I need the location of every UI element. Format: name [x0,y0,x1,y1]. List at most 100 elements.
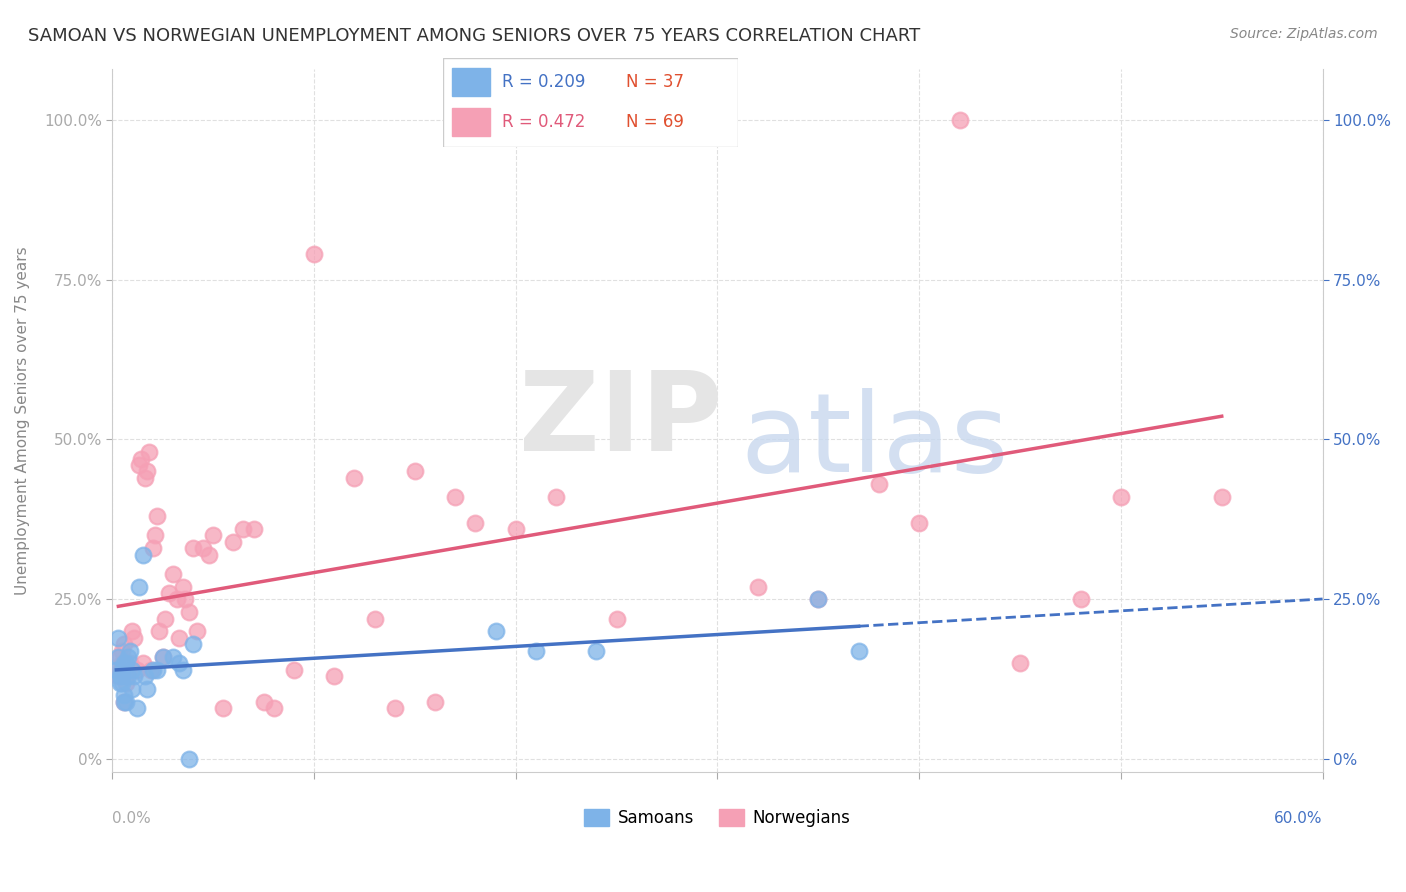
Point [162,566,184,581]
Text: 0.0%: 0.0% [112,811,150,826]
Point [242,522,264,536]
Point [423,695,446,709]
Point [198,548,221,562]
Point [666,112,689,127]
Point [145,663,167,677]
Point [222,534,245,549]
Text: Source: ZipAtlas.com: Source: ZipAtlas.com [1230,27,1378,41]
Point [444,490,467,504]
Point [112,695,135,709]
Point [135,465,157,479]
Point [142,663,165,677]
Point [121,624,143,639]
Point [128,580,150,594]
Point [167,657,190,671]
Point [129,451,152,466]
Point [121,681,143,696]
Point [117,669,139,683]
Point [111,657,134,671]
Point [323,669,346,683]
Point [111,643,134,657]
Point [111,675,134,690]
Point [110,649,132,664]
Text: 60.0%: 60.0% [1274,811,1323,826]
Point [131,657,153,671]
Point [107,631,129,645]
Point [128,458,150,472]
Point [191,541,214,556]
Point [172,580,194,594]
Point [125,701,148,715]
Point [404,465,426,479]
Point [1070,592,1092,607]
Point [302,247,325,261]
Point [948,112,970,127]
Point [1211,490,1233,504]
Point [1109,490,1132,504]
Point [142,541,165,556]
Point [848,643,870,657]
Point [174,592,197,607]
Point [110,669,132,683]
Point [1008,657,1031,671]
Point [524,643,547,657]
Point [157,586,180,600]
Point [464,516,486,530]
Point [363,611,385,625]
Point [181,637,204,651]
Point [115,695,138,709]
Point [148,624,170,639]
Point [112,637,135,651]
Point [120,657,142,671]
Point [110,663,132,677]
Point [115,669,138,683]
Point [135,681,157,696]
Point [484,624,506,639]
Point [868,477,890,491]
Point [172,663,194,677]
FancyBboxPatch shape [451,68,491,96]
Point [134,471,156,485]
Point [117,649,139,664]
Point [505,522,527,536]
Point [120,643,142,657]
Point [152,649,174,664]
Point [152,649,174,664]
Point [124,669,146,683]
Point [384,701,406,715]
Text: N = 37: N = 37 [626,73,683,91]
Point [706,112,728,127]
Point [212,701,235,715]
Y-axis label: Unemployment Among Seniors over 75 years: Unemployment Among Seniors over 75 years [15,246,30,595]
Point [117,663,139,677]
Point [138,445,160,459]
Point [747,580,769,594]
Point [177,752,200,766]
Text: R = 0.472: R = 0.472 [502,113,585,131]
Point [807,592,830,607]
Point [115,675,138,690]
Point [908,516,931,530]
Point [606,611,628,625]
Point [112,695,135,709]
Point [546,490,568,504]
Point [131,548,153,562]
Point [124,631,146,645]
Point [153,611,176,625]
Point [283,663,305,677]
Point [166,592,188,607]
Point [181,541,204,556]
Point [807,592,830,607]
Point [134,669,156,683]
Point [125,663,148,677]
Point [110,675,132,690]
Point [162,649,184,664]
Point [167,631,190,645]
Point [145,509,167,524]
Point [139,663,162,677]
Point [143,528,166,542]
Text: N = 69: N = 69 [626,113,683,131]
Point [202,528,225,542]
Point [115,657,138,671]
FancyBboxPatch shape [443,58,738,147]
